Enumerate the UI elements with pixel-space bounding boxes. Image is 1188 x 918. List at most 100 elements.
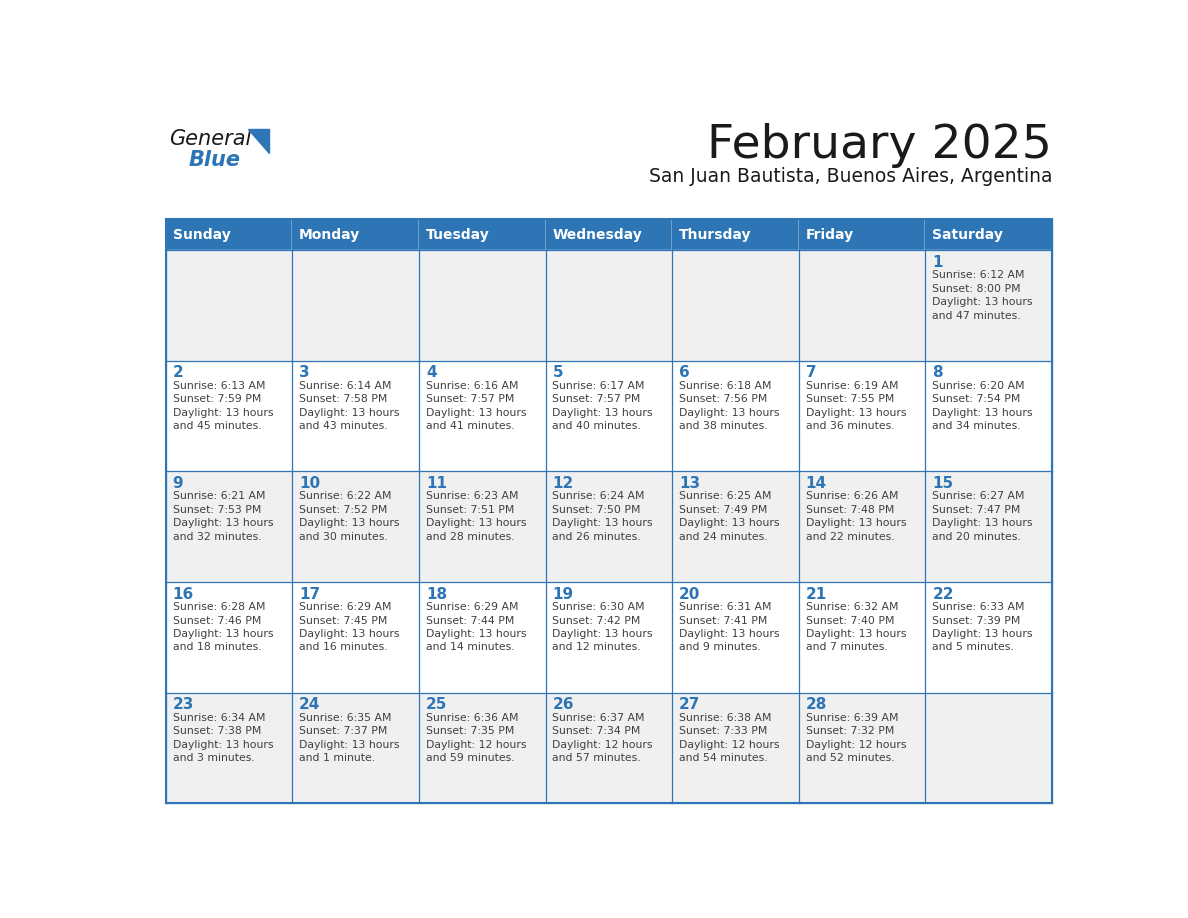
- Bar: [165, 692, 1053, 803]
- Bar: [165, 472, 1053, 582]
- Text: Sunset: 7:50 PM: Sunset: 7:50 PM: [552, 505, 642, 515]
- Text: Sunrise: 6:39 AM: Sunrise: 6:39 AM: [805, 712, 898, 722]
- Text: and 32 minutes.: and 32 minutes.: [172, 532, 261, 542]
- Text: 22: 22: [933, 587, 954, 601]
- Text: Daylight: 13 hours: Daylight: 13 hours: [933, 297, 1034, 308]
- Text: and 41 minutes.: and 41 minutes.: [425, 421, 514, 431]
- Text: Sunrise: 6:25 AM: Sunrise: 6:25 AM: [680, 491, 772, 501]
- Text: Sunset: 7:32 PM: Sunset: 7:32 PM: [805, 726, 895, 736]
- Text: Sunrise: 6:24 AM: Sunrise: 6:24 AM: [552, 491, 645, 501]
- Text: Daylight: 13 hours: Daylight: 13 hours: [172, 740, 273, 750]
- Text: 7: 7: [805, 365, 816, 380]
- Text: Sunrise: 6:31 AM: Sunrise: 6:31 AM: [680, 602, 772, 612]
- Text: Sunset: 7:44 PM: Sunset: 7:44 PM: [425, 615, 514, 625]
- Text: Daylight: 13 hours: Daylight: 13 hours: [805, 519, 906, 529]
- Text: Sunrise: 6:38 AM: Sunrise: 6:38 AM: [680, 712, 772, 722]
- Text: and 45 minutes.: and 45 minutes.: [172, 421, 261, 431]
- Text: Sunrise: 6:32 AM: Sunrise: 6:32 AM: [805, 602, 898, 612]
- Text: 11: 11: [425, 476, 447, 491]
- Text: Saturday: Saturday: [933, 228, 1004, 242]
- Text: Sunset: 7:54 PM: Sunset: 7:54 PM: [933, 395, 1020, 404]
- Text: and 5 minutes.: and 5 minutes.: [933, 643, 1015, 653]
- Text: Sunset: 7:33 PM: Sunset: 7:33 PM: [680, 726, 767, 736]
- Text: 3: 3: [299, 365, 310, 380]
- Text: Sunset: 7:52 PM: Sunset: 7:52 PM: [299, 505, 387, 515]
- Bar: [925, 219, 1053, 251]
- Text: and 26 minutes.: and 26 minutes.: [552, 532, 642, 542]
- Text: Sunrise: 6:17 AM: Sunrise: 6:17 AM: [552, 381, 645, 391]
- Bar: [545, 219, 672, 251]
- Text: Daylight: 13 hours: Daylight: 13 hours: [425, 408, 526, 418]
- Text: and 43 minutes.: and 43 minutes.: [299, 421, 387, 431]
- Text: 24: 24: [299, 697, 321, 712]
- Text: 18: 18: [425, 587, 447, 601]
- Text: 16: 16: [172, 587, 194, 601]
- Bar: [165, 219, 1053, 803]
- Text: and 9 minutes.: and 9 minutes.: [680, 643, 760, 653]
- Text: 25: 25: [425, 697, 447, 712]
- Bar: [165, 219, 292, 251]
- Text: Sunrise: 6:28 AM: Sunrise: 6:28 AM: [172, 602, 265, 612]
- Text: and 7 minutes.: and 7 minutes.: [805, 643, 887, 653]
- Text: and 24 minutes.: and 24 minutes.: [680, 532, 767, 542]
- Text: and 54 minutes.: and 54 minutes.: [680, 753, 767, 763]
- Text: 2: 2: [172, 365, 183, 380]
- Text: Sunset: 7:58 PM: Sunset: 7:58 PM: [299, 395, 387, 404]
- Text: Daylight: 13 hours: Daylight: 13 hours: [933, 519, 1034, 529]
- Text: Thursday: Thursday: [680, 228, 752, 242]
- Text: Sunset: 7:59 PM: Sunset: 7:59 PM: [172, 395, 261, 404]
- Text: Daylight: 12 hours: Daylight: 12 hours: [680, 740, 779, 750]
- Text: Sunrise: 6:18 AM: Sunrise: 6:18 AM: [680, 381, 772, 391]
- Text: 23: 23: [172, 697, 194, 712]
- Text: 1: 1: [933, 255, 943, 270]
- Text: Daylight: 12 hours: Daylight: 12 hours: [425, 740, 526, 750]
- Text: Sunrise: 6:21 AM: Sunrise: 6:21 AM: [172, 491, 265, 501]
- Text: Sunrise: 6:14 AM: Sunrise: 6:14 AM: [299, 381, 392, 391]
- Text: Sunrise: 6:37 AM: Sunrise: 6:37 AM: [552, 712, 645, 722]
- Text: Sunset: 7:53 PM: Sunset: 7:53 PM: [172, 505, 261, 515]
- Text: Daylight: 13 hours: Daylight: 13 hours: [552, 519, 653, 529]
- Text: Sunset: 7:56 PM: Sunset: 7:56 PM: [680, 395, 767, 404]
- Text: Tuesday: Tuesday: [425, 228, 489, 242]
- Text: Daylight: 13 hours: Daylight: 13 hours: [172, 408, 273, 418]
- Text: Sunset: 8:00 PM: Sunset: 8:00 PM: [933, 284, 1022, 294]
- Text: Daylight: 12 hours: Daylight: 12 hours: [805, 740, 906, 750]
- Text: 17: 17: [299, 587, 321, 601]
- Text: Daylight: 13 hours: Daylight: 13 hours: [933, 629, 1034, 639]
- Text: 15: 15: [933, 476, 954, 491]
- Text: Daylight: 13 hours: Daylight: 13 hours: [552, 408, 653, 418]
- Text: Sunset: 7:45 PM: Sunset: 7:45 PM: [299, 615, 387, 625]
- Text: Monday: Monday: [299, 228, 360, 242]
- Text: Daylight: 13 hours: Daylight: 13 hours: [299, 519, 399, 529]
- Text: 10: 10: [299, 476, 321, 491]
- Text: and 52 minutes.: and 52 minutes.: [805, 753, 895, 763]
- Text: Daylight: 13 hours: Daylight: 13 hours: [425, 519, 526, 529]
- Bar: [165, 582, 1053, 692]
- Text: Sunset: 7:38 PM: Sunset: 7:38 PM: [172, 726, 261, 736]
- Text: Sunrise: 6:19 AM: Sunrise: 6:19 AM: [805, 381, 898, 391]
- Text: Sunset: 7:55 PM: Sunset: 7:55 PM: [805, 395, 895, 404]
- Polygon shape: [248, 129, 268, 152]
- Text: Sunrise: 6:36 AM: Sunrise: 6:36 AM: [425, 712, 518, 722]
- Text: Daylight: 13 hours: Daylight: 13 hours: [425, 629, 526, 639]
- Text: and 57 minutes.: and 57 minutes.: [552, 753, 642, 763]
- Text: 4: 4: [425, 365, 436, 380]
- Bar: [165, 251, 1053, 361]
- Text: Sunrise: 6:35 AM: Sunrise: 6:35 AM: [299, 712, 392, 722]
- Text: Daylight: 13 hours: Daylight: 13 hours: [552, 629, 653, 639]
- Text: and 18 minutes.: and 18 minutes.: [172, 643, 261, 653]
- Text: 14: 14: [805, 476, 827, 491]
- Text: Sunrise: 6:34 AM: Sunrise: 6:34 AM: [172, 712, 265, 722]
- Text: Sunset: 7:42 PM: Sunset: 7:42 PM: [552, 615, 640, 625]
- Text: Sunrise: 6:29 AM: Sunrise: 6:29 AM: [425, 602, 518, 612]
- Text: and 22 minutes.: and 22 minutes.: [805, 532, 895, 542]
- Text: Daylight: 12 hours: Daylight: 12 hours: [552, 740, 653, 750]
- Text: and 3 minutes.: and 3 minutes.: [172, 753, 254, 763]
- Text: 6: 6: [680, 365, 690, 380]
- Text: Sunrise: 6:26 AM: Sunrise: 6:26 AM: [805, 491, 898, 501]
- Text: 5: 5: [552, 365, 563, 380]
- Text: Sunset: 7:49 PM: Sunset: 7:49 PM: [680, 505, 767, 515]
- Text: Sunset: 7:57 PM: Sunset: 7:57 PM: [425, 395, 514, 404]
- Text: Daylight: 13 hours: Daylight: 13 hours: [172, 519, 273, 529]
- Text: and 47 minutes.: and 47 minutes.: [933, 311, 1022, 320]
